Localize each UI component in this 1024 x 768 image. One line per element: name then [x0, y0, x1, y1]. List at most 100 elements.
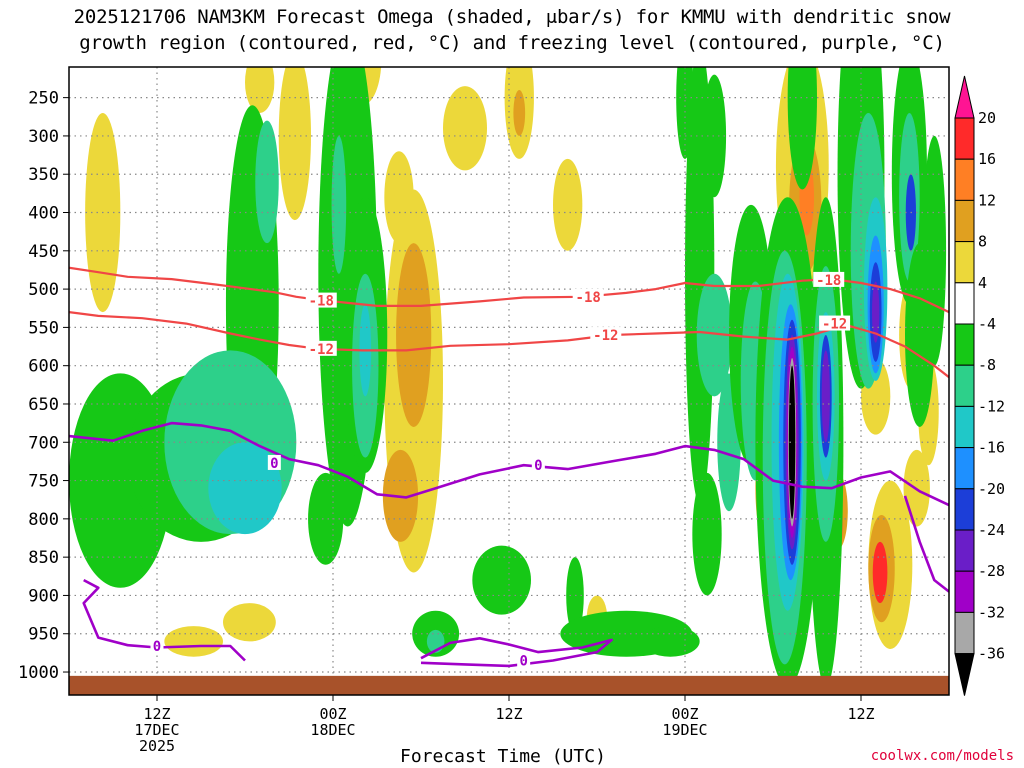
ytick-label-550: 550 — [28, 318, 59, 338]
freezing-contour-2-label-0: 0 — [519, 654, 527, 670]
ytick-label-800: 800 — [28, 510, 59, 530]
omega-cell-24 — [872, 541, 888, 604]
colorbar-band-5 — [954, 323, 975, 366]
chart-title-line-1: 2025121706 NAM3KM Forecast Omega (shaded… — [73, 6, 951, 28]
omega-cell-36 — [331, 135, 347, 274]
dgz-contour-0-label-bg-2 — [813, 271, 845, 287]
omega-cell-80 — [905, 243, 935, 427]
colorbar-band-1 — [954, 158, 975, 201]
ytick-label-300: 300 — [28, 127, 59, 147]
omega-cell-49 — [702, 74, 727, 198]
ytick-label-450: 450 — [28, 242, 59, 262]
xtick-label-1-0: 00Z — [319, 705, 346, 723]
dgz-contour-1 — [69, 311, 949, 379]
freezing-contour-0-label-1: 0 — [534, 458, 542, 474]
colorbar-bottom-arrow — [954, 653, 975, 696]
xtick-label-1-1: 18DEC — [310, 721, 355, 739]
omega-cell-40 — [308, 472, 344, 565]
ytick-label-400: 400 — [28, 204, 59, 224]
freezing-contour-2 — [420, 637, 613, 668]
omega-cell-69 — [821, 350, 830, 443]
colorbar-band-2 — [954, 199, 975, 243]
xtick-label-0-2: 2025 — [139, 737, 175, 755]
omega-cell-4 — [245, 67, 275, 113]
colorbar-band-11 — [954, 570, 975, 613]
freezing-contour-3 — [903, 495, 949, 593]
colorbar-label-0: 20 — [978, 109, 996, 127]
ytick-label-500: 500 — [28, 280, 59, 300]
freezing-contour-0-label-0: 0 — [270, 456, 278, 472]
dgz-contour-1-label-bg-1 — [590, 327, 622, 343]
xtick-label-3-1: 19DEC — [662, 721, 707, 739]
site-credit[interactable]: coolwx.com/models — [870, 748, 1014, 764]
ytick-label-1000: 1000 — [18, 663, 59, 683]
dgz-contour-1-label-1: -12 — [593, 328, 618, 344]
omega-cell-13 — [553, 158, 583, 251]
freezing-contour-2-label-bg-0 — [517, 652, 531, 668]
gridlines — [69, 67, 949, 695]
omega-cell-51 — [692, 472, 722, 596]
colorbar-label-1: 16 — [978, 150, 996, 168]
dgz-contour-0-label-2: -18 — [816, 273, 841, 289]
contour-labels: -18 -18 -18 -12 -12 -12 0 0 0 0 — [150, 271, 851, 670]
omega-cell-50 — [696, 273, 732, 397]
dgz-contour-0-label-bg-0 — [305, 292, 337, 308]
ytick-label-700: 700 — [28, 433, 59, 453]
dgz-contour-0-label-0: -18 — [309, 294, 334, 310]
ytick-label-900: 900 — [28, 586, 59, 606]
chart-title-line-2: growth region (contoured, red, °C) and f… — [79, 32, 945, 54]
freezing-contour-1 — [82, 578, 246, 662]
ytick-label-350: 350 — [28, 165, 59, 185]
freezing-contour-0 — [69, 421, 949, 507]
freezing-contour-0-label-bg-1 — [531, 457, 545, 473]
dgz-contour-0-label-1: -18 — [576, 290, 601, 306]
colorbar-label-2: 12 — [978, 191, 996, 209]
freezing-contour-1-label-bg-0 — [150, 637, 164, 653]
omega-cell-1 — [164, 626, 224, 657]
xtick-label-3-0: 00Z — [671, 705, 698, 723]
colorbar-label-9: -20 — [978, 480, 1005, 498]
omega-cell-10 — [443, 86, 487, 171]
dgz-contour-1-label-bg-0 — [305, 340, 337, 356]
colorbar-band-0 — [954, 117, 975, 160]
omega-cell-3 — [278, 67, 311, 221]
omega-cell-8 — [396, 243, 432, 427]
ytick-label-850: 850 — [28, 548, 59, 568]
ytick-label-750: 750 — [28, 472, 59, 492]
dgz-contour-1-label-bg-2 — [819, 315, 851, 331]
colorbar-label-4: 4 — [978, 274, 987, 292]
omega-cell-33 — [208, 442, 282, 535]
ground-surface — [69, 675, 949, 695]
omega-cell-46 — [641, 626, 700, 657]
colorbar-label-13: -36 — [978, 645, 1005, 663]
xtick-label-0-1: 17DEC — [134, 721, 179, 739]
omega-colorbar: 20 16 12 8 4 -4 -8 -12 -16 -20 -24 -28 -32 -36 — [954, 75, 1005, 696]
dgz-contour-1-label-2: -12 — [822, 317, 847, 333]
xtick-label-2-0: 12Z — [495, 705, 522, 723]
pressure-axis: 250 300 350 400 450 500 550 600 650 700 750 800 850 9… — [18, 89, 69, 683]
colorbar-band-10 — [954, 529, 975, 572]
ytick-label-950: 950 — [28, 625, 59, 645]
colorbar-label-5: -4 — [978, 315, 996, 333]
colorbar-label-12: -32 — [978, 603, 1005, 621]
colorbar-band-9 — [954, 488, 975, 531]
colorbar-band-3 — [954, 241, 975, 284]
colorbar-band-6 — [954, 364, 975, 407]
colorbar-band-12 — [954, 611, 975, 655]
freezing-contour-0-label-bg-0 — [267, 454, 281, 470]
colorbar-label-6: -8 — [978, 356, 996, 374]
colorbar-label-8: -16 — [978, 439, 1005, 457]
dgz-contour-1-label-0: -12 — [309, 342, 334, 358]
omega-cell-2 — [223, 603, 276, 642]
ytick-label-650: 650 — [28, 395, 59, 415]
colorbar-label-3: 8 — [978, 233, 987, 251]
dgz-contour-0-label-bg-1 — [572, 288, 604, 304]
colorbar-top-arrow — [954, 75, 975, 119]
ytick-label-600: 600 — [28, 357, 59, 377]
x-axis-title: Forecast Time (UTC) — [400, 746, 606, 767]
colorbar-label-7: -12 — [978, 397, 1005, 415]
colorbar-label-11: -28 — [978, 562, 1005, 580]
colorbar-band-7 — [954, 405, 975, 449]
xtick-label-4-0: 12Z — [847, 705, 874, 723]
